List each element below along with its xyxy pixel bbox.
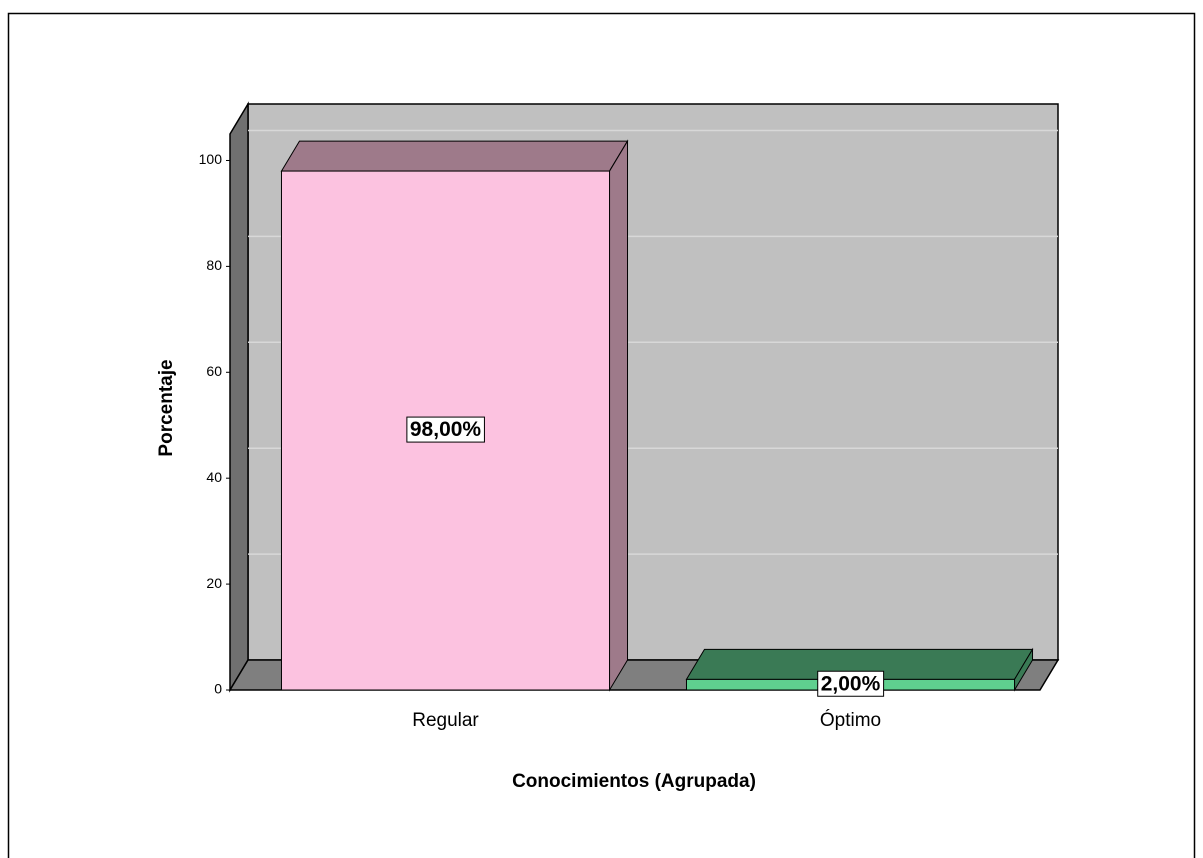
y-tick-label: 60 bbox=[206, 363, 222, 379]
y-tick-label: 80 bbox=[206, 257, 222, 273]
left-wall bbox=[229, 101, 249, 693]
bar-side bbox=[609, 139, 629, 692]
bar-top bbox=[280, 140, 629, 172]
value-label: 2,00% bbox=[821, 672, 881, 695]
x-tick-label: Óptimo bbox=[820, 709, 881, 731]
value-label: 98,00% bbox=[410, 418, 482, 441]
y-tick-label: 40 bbox=[206, 469, 222, 485]
y-axis-title: Porcentaje bbox=[156, 359, 177, 456]
y-tick-label: 100 bbox=[199, 151, 223, 167]
x-tick-label: Regular bbox=[412, 710, 479, 731]
value-label-box bbox=[817, 670, 885, 697]
x-axis-title: Conocimientos (Agrupada) bbox=[512, 771, 756, 792]
value-label-box bbox=[406, 416, 485, 443]
bar bbox=[280, 139, 629, 692]
y-tick-label: 20 bbox=[206, 575, 222, 591]
y-tick-label: 0 bbox=[214, 681, 222, 697]
